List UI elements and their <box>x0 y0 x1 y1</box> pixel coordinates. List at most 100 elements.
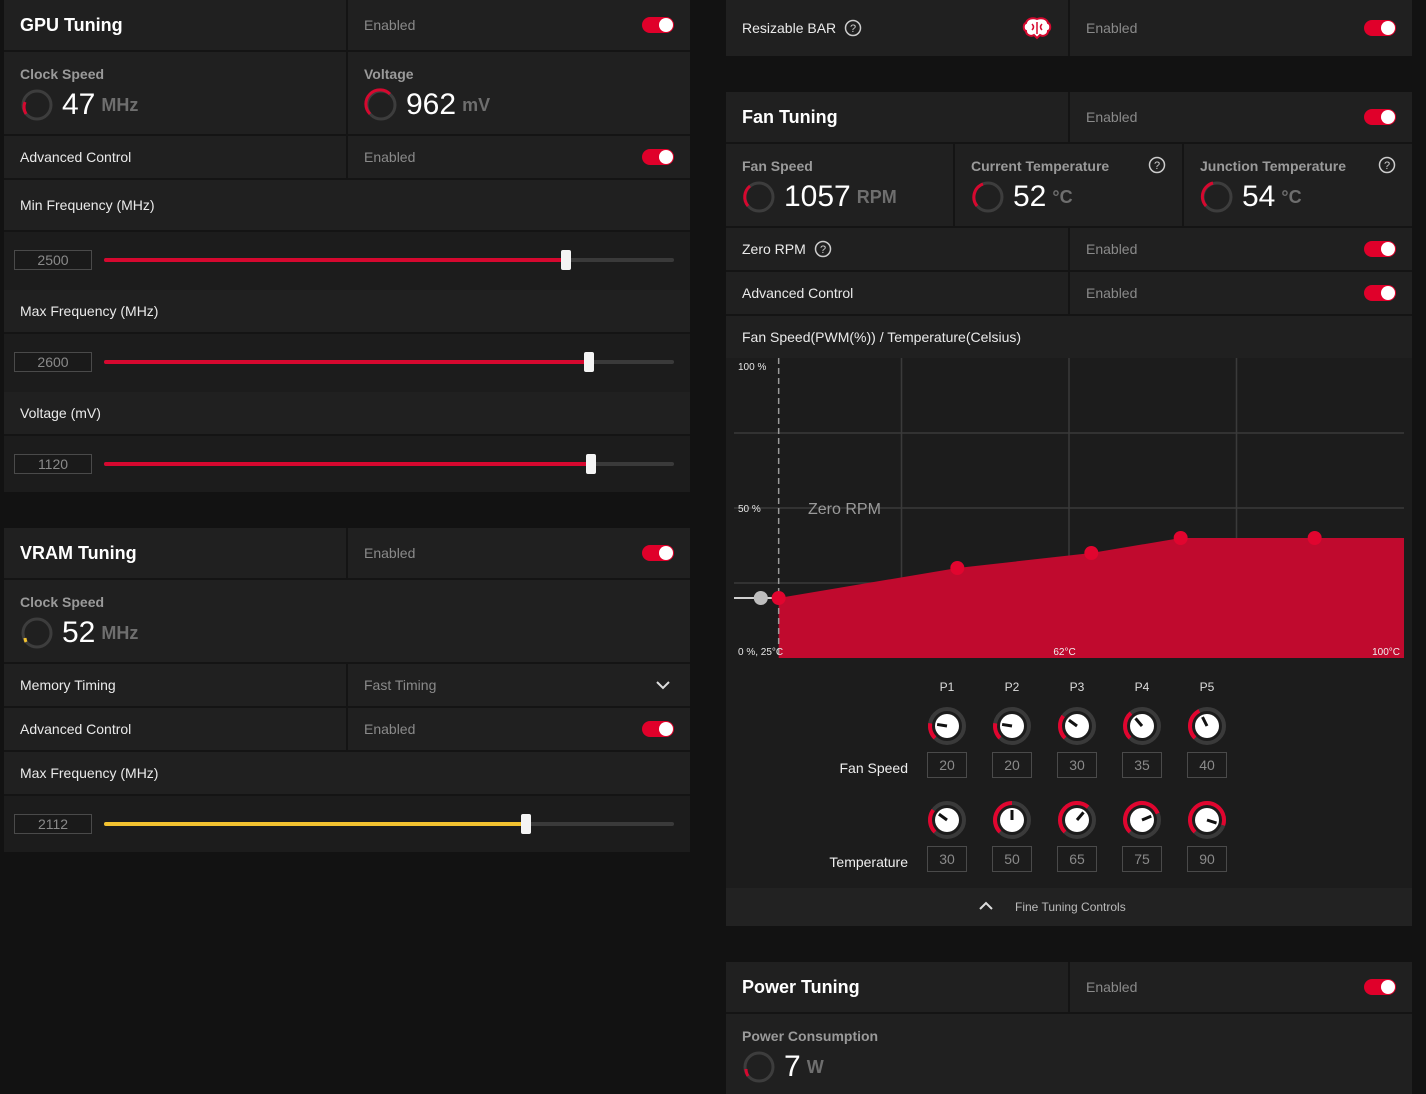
zero-rpm-point <box>753 591 768 605</box>
voltage-slider-fill <box>104 462 592 466</box>
fan-advanced-control-label: Advanced Control <box>742 285 854 301</box>
fan-speed-knob[interactable] <box>1122 706 1162 746</box>
fan-tuning-status: Enabled <box>1086 109 1138 125</box>
vram-tuning-title: VRAM Tuning <box>20 542 137 563</box>
max-frequency-slider-thumb[interactable] <box>583 352 594 372</box>
vram-max-frequency-label: Max Frequency (MHz) <box>20 765 159 781</box>
temperature-knob[interactable] <box>1187 800 1227 840</box>
help-icon[interactable]: ? <box>814 240 832 258</box>
gpu-clock-speed-unit: MHz <box>101 94 139 115</box>
temperature-knob[interactable] <box>992 800 1032 840</box>
vram-advanced-control-status: Enabled <box>364 721 416 737</box>
x-tick-label: 62°C <box>1053 647 1075 658</box>
help-icon[interactable]: ? <box>844 19 862 37</box>
power-consumption-value: 7 <box>784 1050 801 1083</box>
min-frequency-slider[interactable] <box>104 250 674 270</box>
temperature-knob[interactable] <box>1122 800 1162 840</box>
gpu-tuning-toggle[interactable] <box>642 17 674 33</box>
y-tick-label: 50 % <box>738 504 761 515</box>
temperature-knob[interactable] <box>927 800 967 840</box>
fan-speed-knob[interactable] <box>1187 706 1227 746</box>
help-icon[interactable]: ? <box>1148 156 1166 174</box>
max-frequency-input[interactable]: 2600 <box>14 352 92 372</box>
power-tuning-title: Power Tuning <box>742 976 860 997</box>
zero-rpm-status: Enabled <box>1086 241 1138 257</box>
fan-speed-point-input[interactable]: 35 <box>1122 752 1162 778</box>
memory-timing-value: Fast Timing <box>364 677 437 693</box>
junction-temperature-unit: °C <box>1281 186 1302 207</box>
voltage-slider[interactable] <box>104 454 674 474</box>
gauge-icon <box>743 1051 775 1083</box>
junction-temperature-value: 54 <box>1242 180 1276 213</box>
vram-max-frequency-slider-fill <box>104 822 526 826</box>
gauge-icon <box>21 617 53 649</box>
vram-advanced-control-toggle[interactable] <box>642 721 674 737</box>
resizable-bar-panel: Resizable BAR ? Enabled <box>726 0 1412 56</box>
temperature-point-input[interactable]: 30 <box>927 846 967 872</box>
y-tick-label: 0 %, 25°C <box>738 647 783 658</box>
fan-speed-point-input[interactable]: 40 <box>1187 752 1227 778</box>
fan-speed-value: 1057 <box>784 180 851 213</box>
help-icon[interactable]: ? <box>1378 156 1396 174</box>
gauge-icon <box>21 89 53 121</box>
fan-speed-point-input[interactable]: 20 <box>927 752 967 778</box>
fan-tuning-toggle[interactable] <box>1364 109 1396 125</box>
min-frequency-label: Min Frequency (MHz) <box>20 197 155 213</box>
fan-curve-point[interactable] <box>1084 546 1099 560</box>
fine-tuning-controls-bar[interactable]: Fine Tuning Controls <box>726 888 1412 926</box>
gpu-advanced-control-status: Enabled <box>364 149 416 165</box>
voltage-input[interactable]: 1120 <box>14 454 92 474</box>
min-frequency-slider-thumb[interactable] <box>560 250 571 270</box>
temperature-point-input[interactable]: 90 <box>1187 846 1227 872</box>
temperature-point-input[interactable]: 75 <box>1122 846 1162 872</box>
point-label: P4 <box>1134 680 1150 694</box>
vram-max-frequency-input[interactable]: 2112 <box>14 814 92 834</box>
fan-curve-title: Fan Speed(PWM(%)) / Temperature(Celsius) <box>742 329 1022 345</box>
vram-max-frequency-slider-thumb[interactable] <box>520 814 531 834</box>
vram-clock-speed-label: Clock Speed <box>20 594 105 610</box>
fan-curve-point[interactable] <box>1307 531 1322 545</box>
svg-text:?: ? <box>850 23 856 35</box>
fan-speed-point-input[interactable]: 30 <box>1057 752 1097 778</box>
temperature-point-input[interactable]: 50 <box>992 846 1032 872</box>
vram-tuning-panel: VRAM Tuning Enabled Clock Speed 52 MHz M… <box>4 528 690 852</box>
gpu-clock-speed-value: 47 <box>62 88 96 121</box>
min-frequency-input[interactable]: 2500 <box>14 250 92 270</box>
fan-curve-point[interactable] <box>950 561 965 575</box>
fan-advanced-control-toggle[interactable] <box>1364 285 1396 301</box>
gpu-tuning-status: Enabled <box>364 17 416 33</box>
svg-text:?: ? <box>1384 160 1390 172</box>
vram-max-frequency-slider[interactable] <box>104 814 674 834</box>
brain-icon <box>1022 17 1052 40</box>
fan-speed-knob[interactable] <box>992 706 1032 746</box>
power-consumption-label: Power Consumption <box>742 1028 879 1044</box>
junction-temperature-label: Junction Temperature <box>1200 158 1346 174</box>
x-tick-label: 100°C <box>1372 647 1400 658</box>
fan-speed-knob[interactable] <box>927 706 967 746</box>
gpu-clock-speed-label: Clock Speed <box>20 66 105 82</box>
zero-rpm-label: Zero RPM <box>742 241 806 257</box>
power-tuning-toggle[interactable] <box>1364 979 1396 995</box>
gpu-advanced-control-toggle[interactable] <box>642 149 674 165</box>
fan-curve-point[interactable] <box>771 591 786 605</box>
gauge-icon <box>743 181 775 213</box>
zero-rpm-annotation: Zero RPM <box>808 501 881 518</box>
max-frequency-slider[interactable] <box>104 352 674 372</box>
fan-curve-chart[interactable]: 100 % 50 % 0 %, 25°C 62°C 100°C Zero RPM <box>734 358 1404 664</box>
temperature-point-input[interactable]: 65 <box>1057 846 1097 872</box>
memory-timing-dropdown[interactable]: Fast Timing <box>348 664 690 706</box>
point-label: P1 <box>939 680 955 694</box>
fan-speed-point-input[interactable]: 20 <box>992 752 1032 778</box>
resizable-bar-toggle[interactable] <box>1364 20 1396 36</box>
point-label: P5 <box>1199 680 1215 694</box>
svg-text:?: ? <box>1154 160 1160 172</box>
gauge-icon <box>1200 181 1233 213</box>
zero-rpm-toggle[interactable] <box>1364 241 1396 257</box>
vram-tuning-toggle[interactable] <box>642 545 674 561</box>
temperature-knob[interactable] <box>1057 800 1097 840</box>
point-label: P3 <box>1069 680 1085 694</box>
voltage-slider-thumb[interactable] <box>586 454 597 474</box>
fan-curve-point[interactable] <box>1173 531 1188 545</box>
fan-speed-knob[interactable] <box>1057 706 1097 746</box>
voltage-slider-label: Voltage (mV) <box>20 405 101 421</box>
